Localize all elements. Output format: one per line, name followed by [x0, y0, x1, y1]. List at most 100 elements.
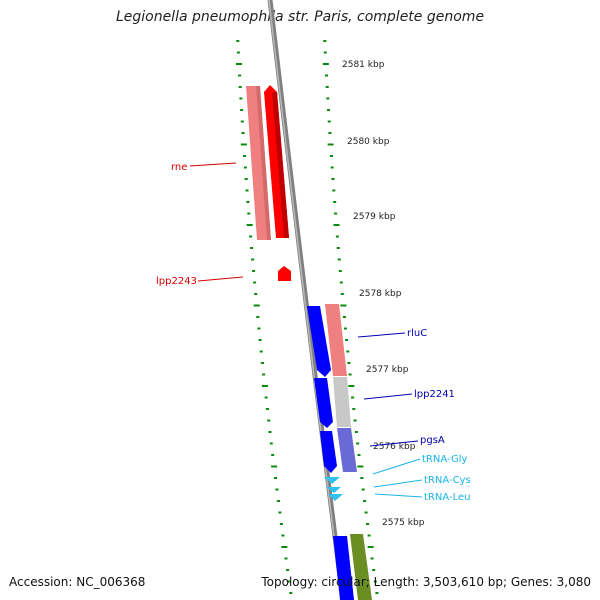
ruler-tick	[286, 569, 290, 571]
ruler-tick	[275, 488, 279, 491]
genome-backbone-highlight	[268, 0, 343, 600]
trna-leu-arrow[interactable]	[328, 494, 343, 501]
ruler-tick	[333, 224, 340, 226]
ruler-tick	[366, 523, 370, 525]
trna-label-cys[interactable]: tRNA-Cys	[424, 475, 471, 486]
ruler-tick	[328, 132, 332, 134]
gene-rluC-bar[interactable]	[325, 304, 347, 376]
trna-label-gly[interactable]: tRNA-Gly	[422, 454, 467, 465]
gene-next-green-bar[interactable]	[350, 534, 372, 600]
gene-pgsA-arrow[interactable]	[320, 431, 337, 473]
ruler-tick	[357, 465, 364, 468]
gene-lpp2241-arrow[interactable]	[314, 378, 333, 428]
ruler-label: 2581 kbp	[342, 60, 385, 70]
gene-label-pgsA[interactable]: pgsA	[420, 435, 445, 446]
ruler-tick	[351, 396, 355, 399]
ruler-tick	[327, 143, 334, 146]
ruler-tick	[327, 109, 330, 111]
ruler-tick	[367, 534, 371, 537]
accession-text: Accession: NC_006368	[9, 575, 146, 589]
ruler-tick	[267, 419, 271, 422]
ruler-tick	[333, 201, 337, 203]
ruler-tick	[337, 258, 341, 261]
ruler-tick	[259, 350, 263, 353]
ruler-tick	[238, 74, 242, 77]
ruler-tick	[258, 339, 262, 341]
ruler-tick	[253, 281, 257, 284]
ruler-label: 2578 kbp	[359, 289, 402, 299]
ruler-tick	[322, 63, 329, 65]
ruler-tick	[370, 557, 374, 560]
ruler-tick	[254, 293, 258, 295]
gene-pgsA-bar[interactable]	[337, 428, 357, 472]
ruler-tick	[251, 258, 255, 261]
ruler-tick	[289, 592, 293, 594]
gene-label-lpp2243[interactable]: lpp2243	[156, 276, 197, 287]
ruler-tick	[327, 120, 331, 123]
ruler-tick	[246, 224, 253, 226]
ruler-ticks-left	[236, 40, 293, 594]
ruler-tick	[247, 212, 251, 215]
gene-label-rluC[interactable]: rluC	[407, 328, 427, 339]
ruler-tick	[240, 143, 247, 146]
ruler-tick	[335, 235, 339, 238]
ruler-tick	[342, 316, 346, 318]
ruler-tick	[332, 189, 336, 192]
label-line-trna-leu	[374, 493, 423, 498]
ruler-tick	[325, 74, 328, 77]
label-line-pgsA	[369, 440, 419, 447]
ruler-label: 2579 kbp	[353, 212, 396, 222]
ruler-tick	[329, 155, 333, 157]
trna-cys-arrow[interactable]	[326, 487, 341, 493]
ruler-tick	[353, 419, 357, 422]
ruler-tick	[326, 97, 330, 100]
trna-gly-arrow[interactable]	[324, 477, 340, 484]
ruler-tick	[364, 511, 368, 514]
ruler-tick	[331, 178, 335, 180]
genome-backbone	[267, 0, 346, 600]
gene-lpp2243-arrow[interactable]	[278, 266, 291, 281]
gene-label-lpp2241[interactable]: lpp2241	[414, 389, 455, 400]
label-line-lpp2241	[363, 393, 413, 400]
ruler-tick	[260, 362, 264, 364]
ruler-tick	[271, 454, 275, 456]
ruler-tick	[352, 408, 356, 410]
ruler-tick	[240, 109, 244, 111]
label-line-trna-gly	[372, 458, 421, 475]
ruler-tick	[250, 247, 254, 249]
ruler-tick	[257, 327, 261, 330]
ruler-tick	[345, 339, 349, 341]
gene-rne-bar-light-edge	[256, 86, 271, 240]
ruler-tick	[348, 373, 352, 376]
gene-rluC-arrow[interactable]	[307, 306, 331, 377]
ruler-tick	[340, 293, 344, 295]
ruler-tick	[238, 86, 242, 88]
label-line-lpp2243	[197, 276, 244, 282]
ruler-tick	[338, 270, 342, 272]
ruler-tick	[276, 500, 280, 502]
ruler-tick	[245, 189, 249, 192]
ruler-tick	[261, 385, 268, 387]
map-title: Legionella pneumophila str. Paris, compl…	[115, 9, 485, 25]
ruler-tick	[253, 304, 260, 307]
gene-rne-arrow-edge	[272, 92, 289, 238]
ruler-tick	[256, 316, 260, 318]
ruler-tick	[356, 442, 360, 445]
ruler-label: 2580 kbp	[347, 137, 390, 147]
ruler-tick	[278, 511, 282, 514]
label-line-rluC	[357, 332, 406, 338]
ruler-tick	[340, 304, 347, 307]
ruler-tick	[252, 270, 256, 272]
ruler-tick	[262, 373, 266, 376]
trna-label-leu[interactable]: tRNA-Leu	[424, 492, 470, 503]
gene-next-blue-arrow[interactable]	[333, 536, 354, 600]
ruler-tick	[264, 396, 268, 399]
ruler-tick	[357, 454, 361, 456]
ruler-tick	[323, 51, 327, 54]
gene-label-rne[interactable]: rne	[171, 162, 187, 173]
ruler-tick	[372, 569, 376, 571]
gene-lpp2241-bar[interactable]	[333, 377, 351, 427]
ruler-tick	[334, 212, 338, 215]
ruler-tick	[323, 40, 327, 42]
